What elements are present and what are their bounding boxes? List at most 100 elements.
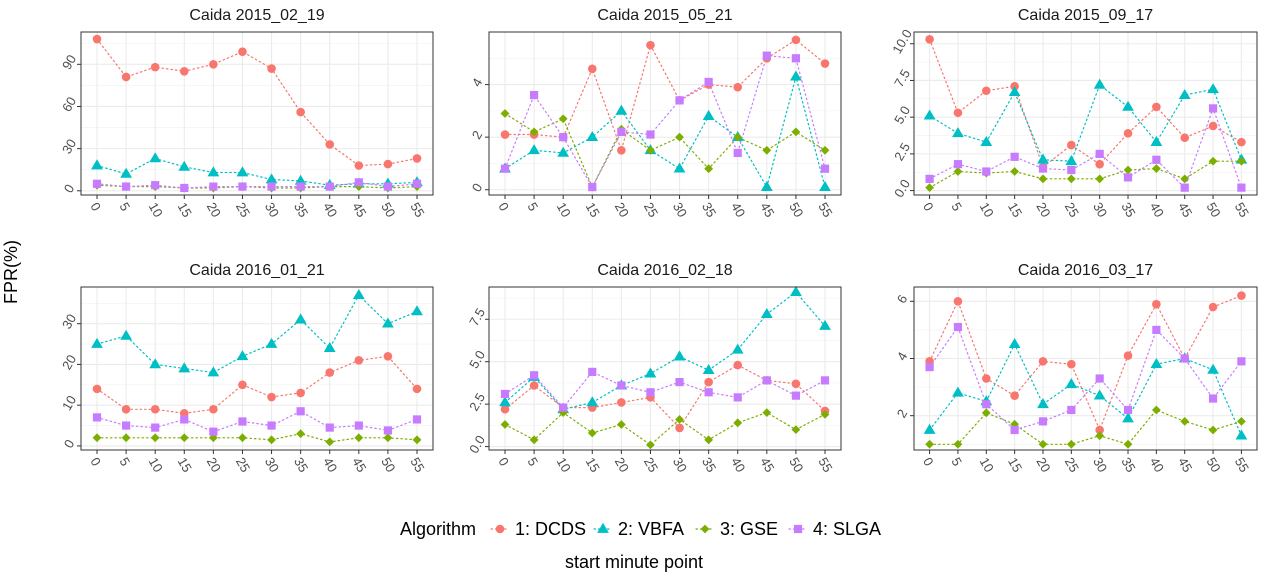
data-point [923, 423, 936, 434]
data-point [760, 307, 773, 319]
data-point [952, 127, 964, 138]
legend-key-marker [597, 522, 609, 533]
legend-label: 4: SLGA [813, 519, 881, 539]
data-point [354, 356, 364, 365]
series-1-dcds [504, 39, 826, 153]
data-point [1150, 358, 1163, 369]
data-point [1010, 425, 1019, 435]
legend-item-3-gse: 3: GSE [695, 519, 778, 539]
legend-key-marker [793, 524, 803, 534]
series-3-gse [928, 409, 1243, 445]
x-tick-label: 15 [175, 200, 195, 220]
data-point [500, 109, 510, 118]
legend-item-1-dcds: 1: DCDS [490, 519, 586, 539]
data-point [178, 362, 191, 373]
data-point [325, 437, 335, 447]
panel-border [488, 286, 842, 451]
data-point [1122, 412, 1134, 423]
x-tick-label: 55 [1232, 455, 1252, 475]
data-point [791, 391, 801, 400]
data-point [673, 350, 686, 361]
data-point [207, 366, 220, 377]
markers-1-dcds [92, 351, 422, 418]
x-axis: 0 5 10 15 20 25 30 35 40 45 50 55 [87, 450, 428, 475]
data-point [411, 305, 423, 316]
data-point [1038, 164, 1048, 173]
data-point [1180, 417, 1190, 426]
panel-border [913, 31, 1258, 196]
data-point [267, 392, 276, 402]
data-point [820, 145, 830, 155]
x-tick-label: 55 [407, 200, 427, 220]
data-point [352, 288, 365, 299]
series-4-slga [96, 181, 418, 189]
series-line [96, 38, 418, 167]
panel-caida-2016-02-18: Caida 2016_02_180 5 10 15 20 25 30 35 40 45 50 550.… [466, 262, 842, 475]
markers-2-vbfa [91, 288, 423, 377]
data-point [238, 380, 247, 390]
markers-1-dcds [92, 34, 422, 170]
data-point [354, 161, 364, 170]
y-tick-label: 20 [59, 352, 79, 372]
data-point [296, 388, 305, 398]
markers-1-dcds [500, 360, 830, 433]
data-point [1237, 183, 1246, 192]
series-4-slga [504, 55, 826, 189]
data-point [733, 360, 743, 370]
data-point [733, 418, 743, 428]
panel-border [80, 286, 434, 451]
x-tick-label: 25 [233, 455, 253, 475]
x-tick-label: 20 [1033, 455, 1053, 475]
data-point [120, 167, 132, 178]
data-point [704, 435, 714, 445]
data-point [953, 167, 963, 176]
data-point [121, 421, 131, 430]
series-line [504, 364, 826, 429]
data-point [91, 159, 103, 170]
data-point [92, 34, 102, 44]
series-line [504, 74, 826, 189]
x-tick-label: 35 [1118, 455, 1138, 475]
data-point [733, 148, 742, 158]
data-point [733, 393, 742, 402]
data-point [981, 86, 991, 96]
x-tick-label: 40 [1147, 455, 1167, 475]
x-tick-label: 15 [583, 455, 603, 475]
markers-4-slga [92, 178, 422, 193]
data-point [1095, 149, 1104, 158]
x-tick-label: 15 [1005, 200, 1025, 220]
y-tick-label: 10 [59, 393, 79, 413]
series-line [96, 355, 418, 414]
data-point [1095, 431, 1105, 441]
data-point [1038, 357, 1048, 366]
series-3-gse [504, 411, 826, 446]
data-point [1178, 88, 1191, 99]
data-point [325, 140, 335, 149]
series-1-dcds [928, 295, 1243, 432]
data-point [121, 72, 131, 82]
data-point [1037, 398, 1049, 409]
data-point [820, 409, 830, 419]
series-line [504, 371, 826, 409]
data-point [558, 114, 568, 124]
data-point [1093, 78, 1106, 89]
markers-3-gse [925, 156, 1246, 193]
series-4-slga [928, 106, 1243, 189]
markers-1-dcds [925, 35, 1246, 172]
data-point [644, 367, 657, 378]
data-point [267, 64, 276, 73]
panel-title: Caida 2016_01_21 [189, 262, 324, 279]
data-point [762, 51, 771, 60]
series-line [928, 409, 1243, 445]
x-tick-label: 15 [583, 200, 603, 220]
data-point [294, 313, 307, 324]
data-point [529, 381, 539, 390]
data-point [412, 154, 422, 163]
x-tick-label: 40 [320, 200, 340, 220]
data-point [559, 133, 568, 142]
series-line [504, 112, 826, 189]
data-point [1122, 100, 1134, 111]
data-point [500, 420, 510, 429]
data-point [1038, 439, 1048, 449]
